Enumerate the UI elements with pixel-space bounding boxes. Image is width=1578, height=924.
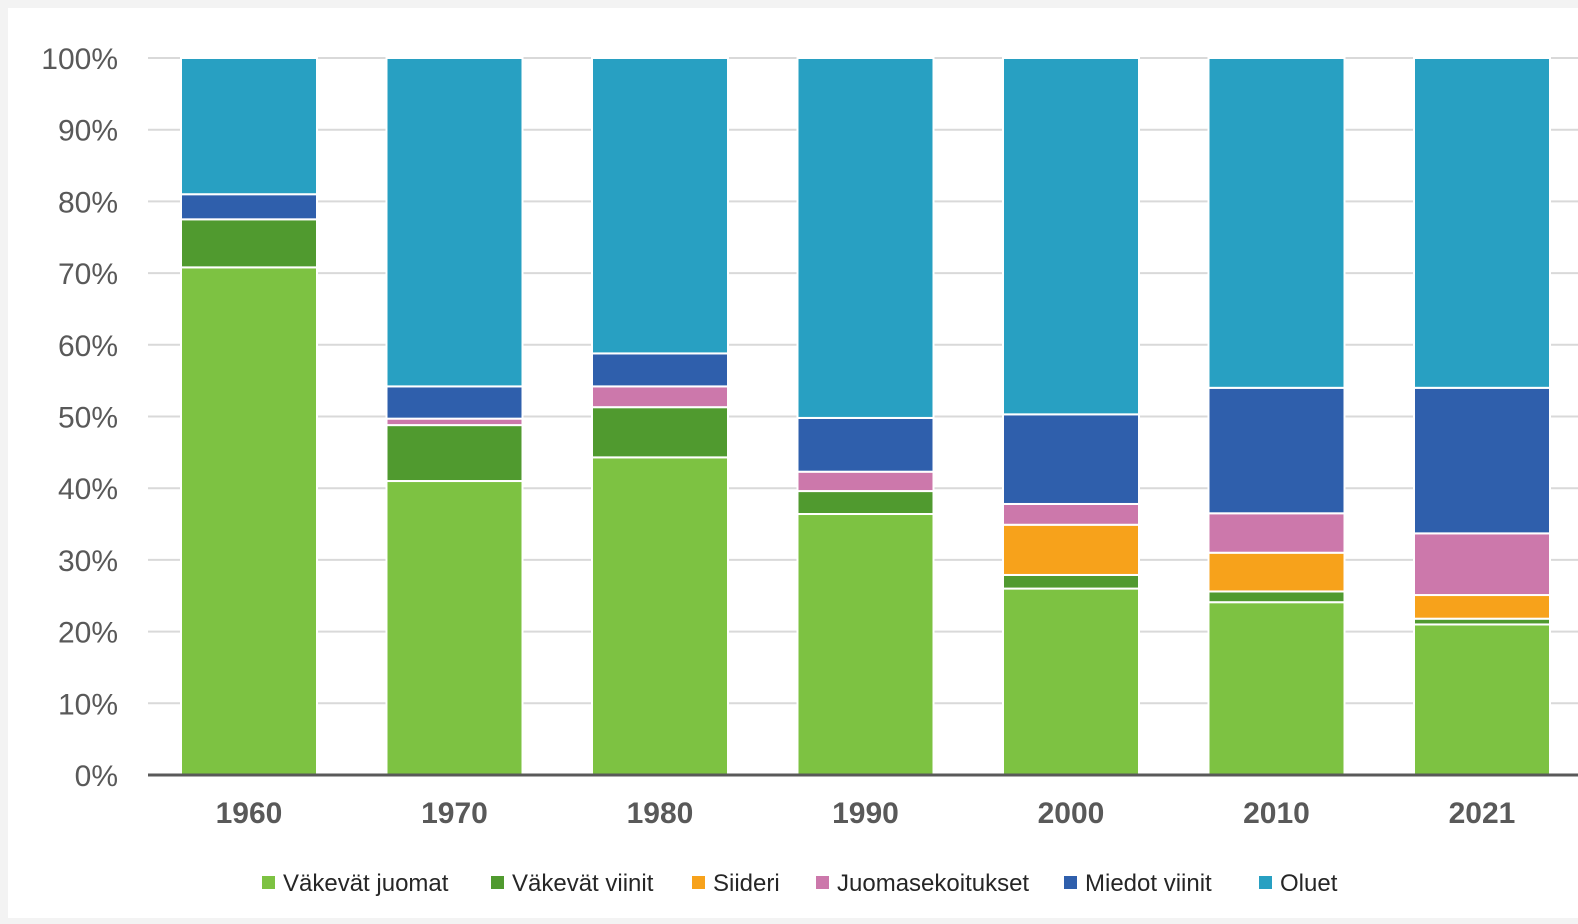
- legend-item: Väkevät viinit: [491, 870, 654, 897]
- x-tick-label: 1960: [216, 797, 283, 830]
- bar-segment: [591, 57, 729, 355]
- bar-segment: [1207, 386, 1346, 515]
- bar-segment: [1413, 386, 1551, 535]
- bar-segment: [1413, 594, 1551, 620]
- bar-stack-1990: [796, 57, 935, 776]
- x-tick-label: 1980: [627, 797, 694, 830]
- legend-label: Oluet: [1280, 870, 1338, 897]
- y-tick-label: 0%: [75, 760, 118, 793]
- bar-segment: [1207, 57, 1346, 389]
- x-tick-label: 1990: [832, 797, 899, 830]
- bar-segment: [591, 385, 729, 409]
- bar-segment: [1207, 590, 1346, 604]
- bar-segment: [1207, 601, 1346, 776]
- y-tick-label: 60%: [58, 330, 118, 363]
- legend-swatch: [491, 876, 504, 889]
- legend-swatch: [816, 876, 829, 889]
- legend-label: Juomasekoitukset: [837, 870, 1029, 897]
- bar-segment: [180, 266, 318, 776]
- y-tick-label: 10%: [58, 688, 118, 721]
- legend-item: Siideri: [692, 870, 780, 897]
- y-tick-label: 100%: [41, 43, 118, 76]
- bar-segment: [1002, 502, 1140, 526]
- bar-segment: [1002, 587, 1140, 777]
- bar-segment: [796, 416, 935, 473]
- bar-segment: [796, 57, 935, 419]
- bar-segment: [591, 352, 729, 388]
- legend: Väkevät juomat Väkevät viinit Siideri Juoma…: [262, 870, 1338, 897]
- y-tick-label: 20%: [58, 617, 118, 650]
- bar-segment: [591, 456, 729, 776]
- legend-label: Väkevät juomat: [283, 870, 449, 897]
- bar-stack-1960: [180, 57, 318, 776]
- bar-segment: [1413, 623, 1551, 776]
- legend-item: Oluet: [1259, 870, 1338, 897]
- legend-item: Väkevät juomat: [262, 870, 449, 897]
- bar-segment: [1413, 57, 1551, 389]
- bar-segment: [796, 513, 935, 776]
- bar-segment: [180, 218, 318, 269]
- bar-segment: [1207, 512, 1346, 554]
- bar-segment: [591, 406, 729, 459]
- x-tick-label: 2010: [1243, 797, 1310, 830]
- bar-stack-1970: [385, 57, 524, 776]
- legend-item: Juomasekoitukset: [816, 870, 1029, 897]
- legend-item: Miedot viinit: [1064, 870, 1212, 897]
- bar-segment: [180, 193, 318, 221]
- y-axis-tick-labels: 0% 10% 20% 30% 40% 50% 60% 70% 80% 90% 100%: [41, 43, 118, 793]
- x-tick-label: 1970: [421, 797, 488, 830]
- bar-segment: [1413, 532, 1551, 597]
- chart-frame: 0% 10% 20% 30% 40% 50% 60% 70% 80% 90% 100% 1960 19…: [8, 8, 1578, 918]
- y-tick-label: 40%: [58, 473, 118, 506]
- bar-stack-2021: [1413, 57, 1551, 776]
- y-tick-label: 90%: [58, 115, 118, 148]
- legend-label: Väkevät viinit: [512, 870, 654, 897]
- bar-stack-1980: [591, 57, 729, 776]
- bar-segment: [180, 57, 318, 196]
- legend-label: Siideri: [713, 870, 780, 897]
- bar-segment: [1002, 57, 1140, 416]
- y-tick-label: 30%: [58, 545, 118, 578]
- bar-stack-2010: [1207, 57, 1346, 776]
- bar-segment: [796, 470, 935, 493]
- legend-label: Miedot viinit: [1085, 870, 1212, 897]
- bar-segment: [385, 424, 524, 483]
- bar-segment: [1207, 551, 1346, 593]
- legend-swatch: [692, 876, 705, 889]
- y-tick-label: 70%: [58, 258, 118, 291]
- bar-segment: [385, 385, 524, 420]
- legend-swatch: [1064, 876, 1077, 889]
- bar-stack-2000: [1002, 57, 1140, 777]
- legend-swatch: [1259, 876, 1272, 889]
- y-tick-label: 80%: [58, 186, 118, 219]
- x-tick-label: 2021: [1449, 797, 1516, 830]
- bar-segment: [1002, 413, 1140, 505]
- x-tick-label: 2000: [1038, 797, 1105, 830]
- bars: [180, 57, 1551, 777]
- legend-swatch: [262, 876, 275, 889]
- bar-segment: [1002, 573, 1140, 590]
- stacked-bar-chart: 0%10%20%30%40%50%60%70%80%90%100% 1960 19…: [41, 43, 1578, 897]
- y-tick-label: 50%: [58, 402, 118, 435]
- bar-segment: [385, 57, 524, 388]
- bar-segment: [1002, 523, 1140, 576]
- bar-segment: [796, 490, 935, 516]
- x-axis-tick-labels: 1960 1970 1980 1990 2000 2010 2021: [216, 797, 1516, 830]
- bar-segment: [385, 480, 524, 776]
